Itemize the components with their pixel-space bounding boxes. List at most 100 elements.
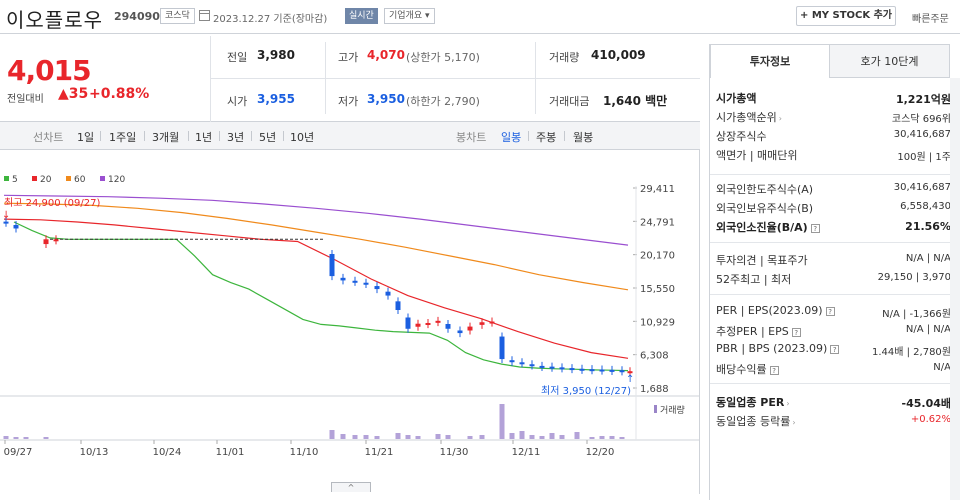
help-icon[interactable]: ? xyxy=(769,365,779,375)
candle-monthly[interactable]: 월봉 xyxy=(573,131,594,144)
y-tick-label: 20,170 xyxy=(640,251,675,262)
period-1d[interactable]: 1일 xyxy=(77,131,95,144)
ma-legend-swatch xyxy=(100,176,105,181)
change-value: ▲35 xyxy=(58,86,89,102)
high-value: 4,070 xyxy=(367,48,405,62)
period-5y[interactable]: 5년 xyxy=(259,131,277,144)
chart-scroll-handle[interactable]: ^ xyxy=(331,482,371,492)
high-label: 고가 xyxy=(338,51,359,64)
candle-body xyxy=(425,322,431,325)
candle-chart-label[interactable]: 봉차트 xyxy=(456,131,487,144)
open-value: 3,955 xyxy=(257,92,295,106)
info-value: +0.62% xyxy=(910,414,951,425)
section-divider xyxy=(710,242,950,243)
tab-investment-info[interactable]: 투자정보 xyxy=(710,44,830,78)
page-scrollbar[interactable] xyxy=(950,78,960,500)
candle-body xyxy=(609,369,615,372)
line-chart-label[interactable]: 선차트 xyxy=(33,131,64,144)
x-tick-label: 11/10 xyxy=(290,447,319,458)
help-icon[interactable]: ? xyxy=(791,327,801,337)
ma-legend-swatch xyxy=(4,176,9,181)
ma-legend-label-20: 20 xyxy=(40,175,52,185)
candle-body xyxy=(519,362,525,365)
x-tick-label: 11/30 xyxy=(440,447,469,458)
company-name: 이오플로우 xyxy=(6,8,103,32)
volume-bar xyxy=(395,433,401,439)
price-chart[interactable]: 5 20 60 120 29,411 24,791 20,170 15,550 10,929 6,… xyxy=(0,150,700,494)
current-price: 4,015 xyxy=(7,54,92,87)
volume-bar xyxy=(13,437,19,439)
info-label[interactable]: 시가총액순위 › xyxy=(716,111,782,124)
candle-body xyxy=(405,317,411,329)
info-label[interactable]: 동일업종 PER › xyxy=(716,396,790,409)
ma-legend-label-120: 120 xyxy=(108,175,125,185)
volume-bar xyxy=(609,436,615,439)
volume-bar xyxy=(479,435,485,439)
volume-bar xyxy=(23,437,29,439)
candle-body xyxy=(329,254,335,277)
candle-body xyxy=(589,369,595,372)
candle-body xyxy=(3,221,9,224)
help-icon[interactable]: ? xyxy=(825,306,835,316)
x-tick-label: 12/20 xyxy=(586,447,615,458)
info-label: 외국인보유주식수(B) xyxy=(716,202,814,215)
candle-body xyxy=(415,323,421,327)
realtime-button[interactable]: 실시간 xyxy=(345,8,378,24)
tab-orderbook[interactable]: 호가 10단계 xyxy=(829,44,950,78)
ma-legend-swatch xyxy=(32,176,37,181)
volume-bar xyxy=(529,435,535,439)
candle-body xyxy=(374,286,380,290)
info-label: 외국인한도주식수(A) xyxy=(716,183,814,196)
ma5-line xyxy=(13,221,629,372)
info-value: -45.04배 xyxy=(901,397,951,410)
volume-bar xyxy=(352,435,358,439)
volume-bar xyxy=(43,437,49,439)
candle-daily[interactable]: 일봉 xyxy=(501,131,522,144)
ma60-line xyxy=(3,202,629,291)
info-value: 100원 | 1주 xyxy=(897,152,951,163)
volume-bar xyxy=(589,437,595,439)
volume-bar xyxy=(435,434,441,439)
volume-bar xyxy=(619,437,625,439)
volume-bar xyxy=(374,436,380,439)
info-label: PER | EPS(2023.09)? xyxy=(716,304,835,317)
period-3y[interactable]: 3년 xyxy=(227,131,245,144)
info-label[interactable]: 동일업종 등락률 › xyxy=(716,415,796,428)
period-1y[interactable]: 1년 xyxy=(195,131,213,144)
help-icon[interactable]: ? xyxy=(830,344,840,354)
ma-legend-swatch xyxy=(66,176,71,181)
period-10y[interactable]: 10년 xyxy=(290,131,315,144)
period-1w[interactable]: 1주일 xyxy=(109,131,137,144)
ma-legend-label-5: 5 xyxy=(12,175,18,185)
open-label: 시가 xyxy=(227,95,248,108)
candle-body xyxy=(479,322,485,325)
high-annotation: 최고 24,900 (09/27) xyxy=(4,197,100,209)
company-overview-button[interactable]: 기업개요 ▾ xyxy=(384,8,435,24)
ma120-line xyxy=(3,194,629,246)
candle-weekly[interactable]: 주봉 xyxy=(536,131,557,144)
candle-body xyxy=(13,225,19,229)
candle-body xyxy=(395,301,401,310)
candle-body xyxy=(599,369,605,372)
candle-body xyxy=(467,326,473,331)
volume-bar xyxy=(340,434,346,439)
candle-body xyxy=(53,239,59,242)
info-label: 액면가 | 매매단위 xyxy=(716,149,798,162)
up-triangle-icon: ▲ xyxy=(58,86,69,102)
x-tick-label: 10/24 xyxy=(153,447,182,458)
my-stock-add-button[interactable]: + MY STOCK 추가 xyxy=(796,6,896,26)
arrow-right-icon: › xyxy=(792,418,796,427)
prev-close-label: 전일 xyxy=(227,51,248,64)
candle-body xyxy=(352,280,358,283)
low-arrow-icon: ↑ xyxy=(626,374,634,385)
volume-bar xyxy=(519,431,525,439)
volume-value: 410,009 xyxy=(591,48,646,62)
prev-close-value: 3,980 xyxy=(257,48,295,62)
info-label: 상장주식수 xyxy=(716,130,767,143)
period-3m[interactable]: 3개월 xyxy=(152,131,180,144)
help-icon[interactable]: ? xyxy=(810,223,820,233)
candle-body xyxy=(445,323,451,329)
info-label: 52주최고 | 최저 xyxy=(716,273,792,286)
quick-order-link[interactable]: 빠른주문 xyxy=(912,14,949,25)
info-value: N/A | -1,366원 xyxy=(882,309,951,320)
